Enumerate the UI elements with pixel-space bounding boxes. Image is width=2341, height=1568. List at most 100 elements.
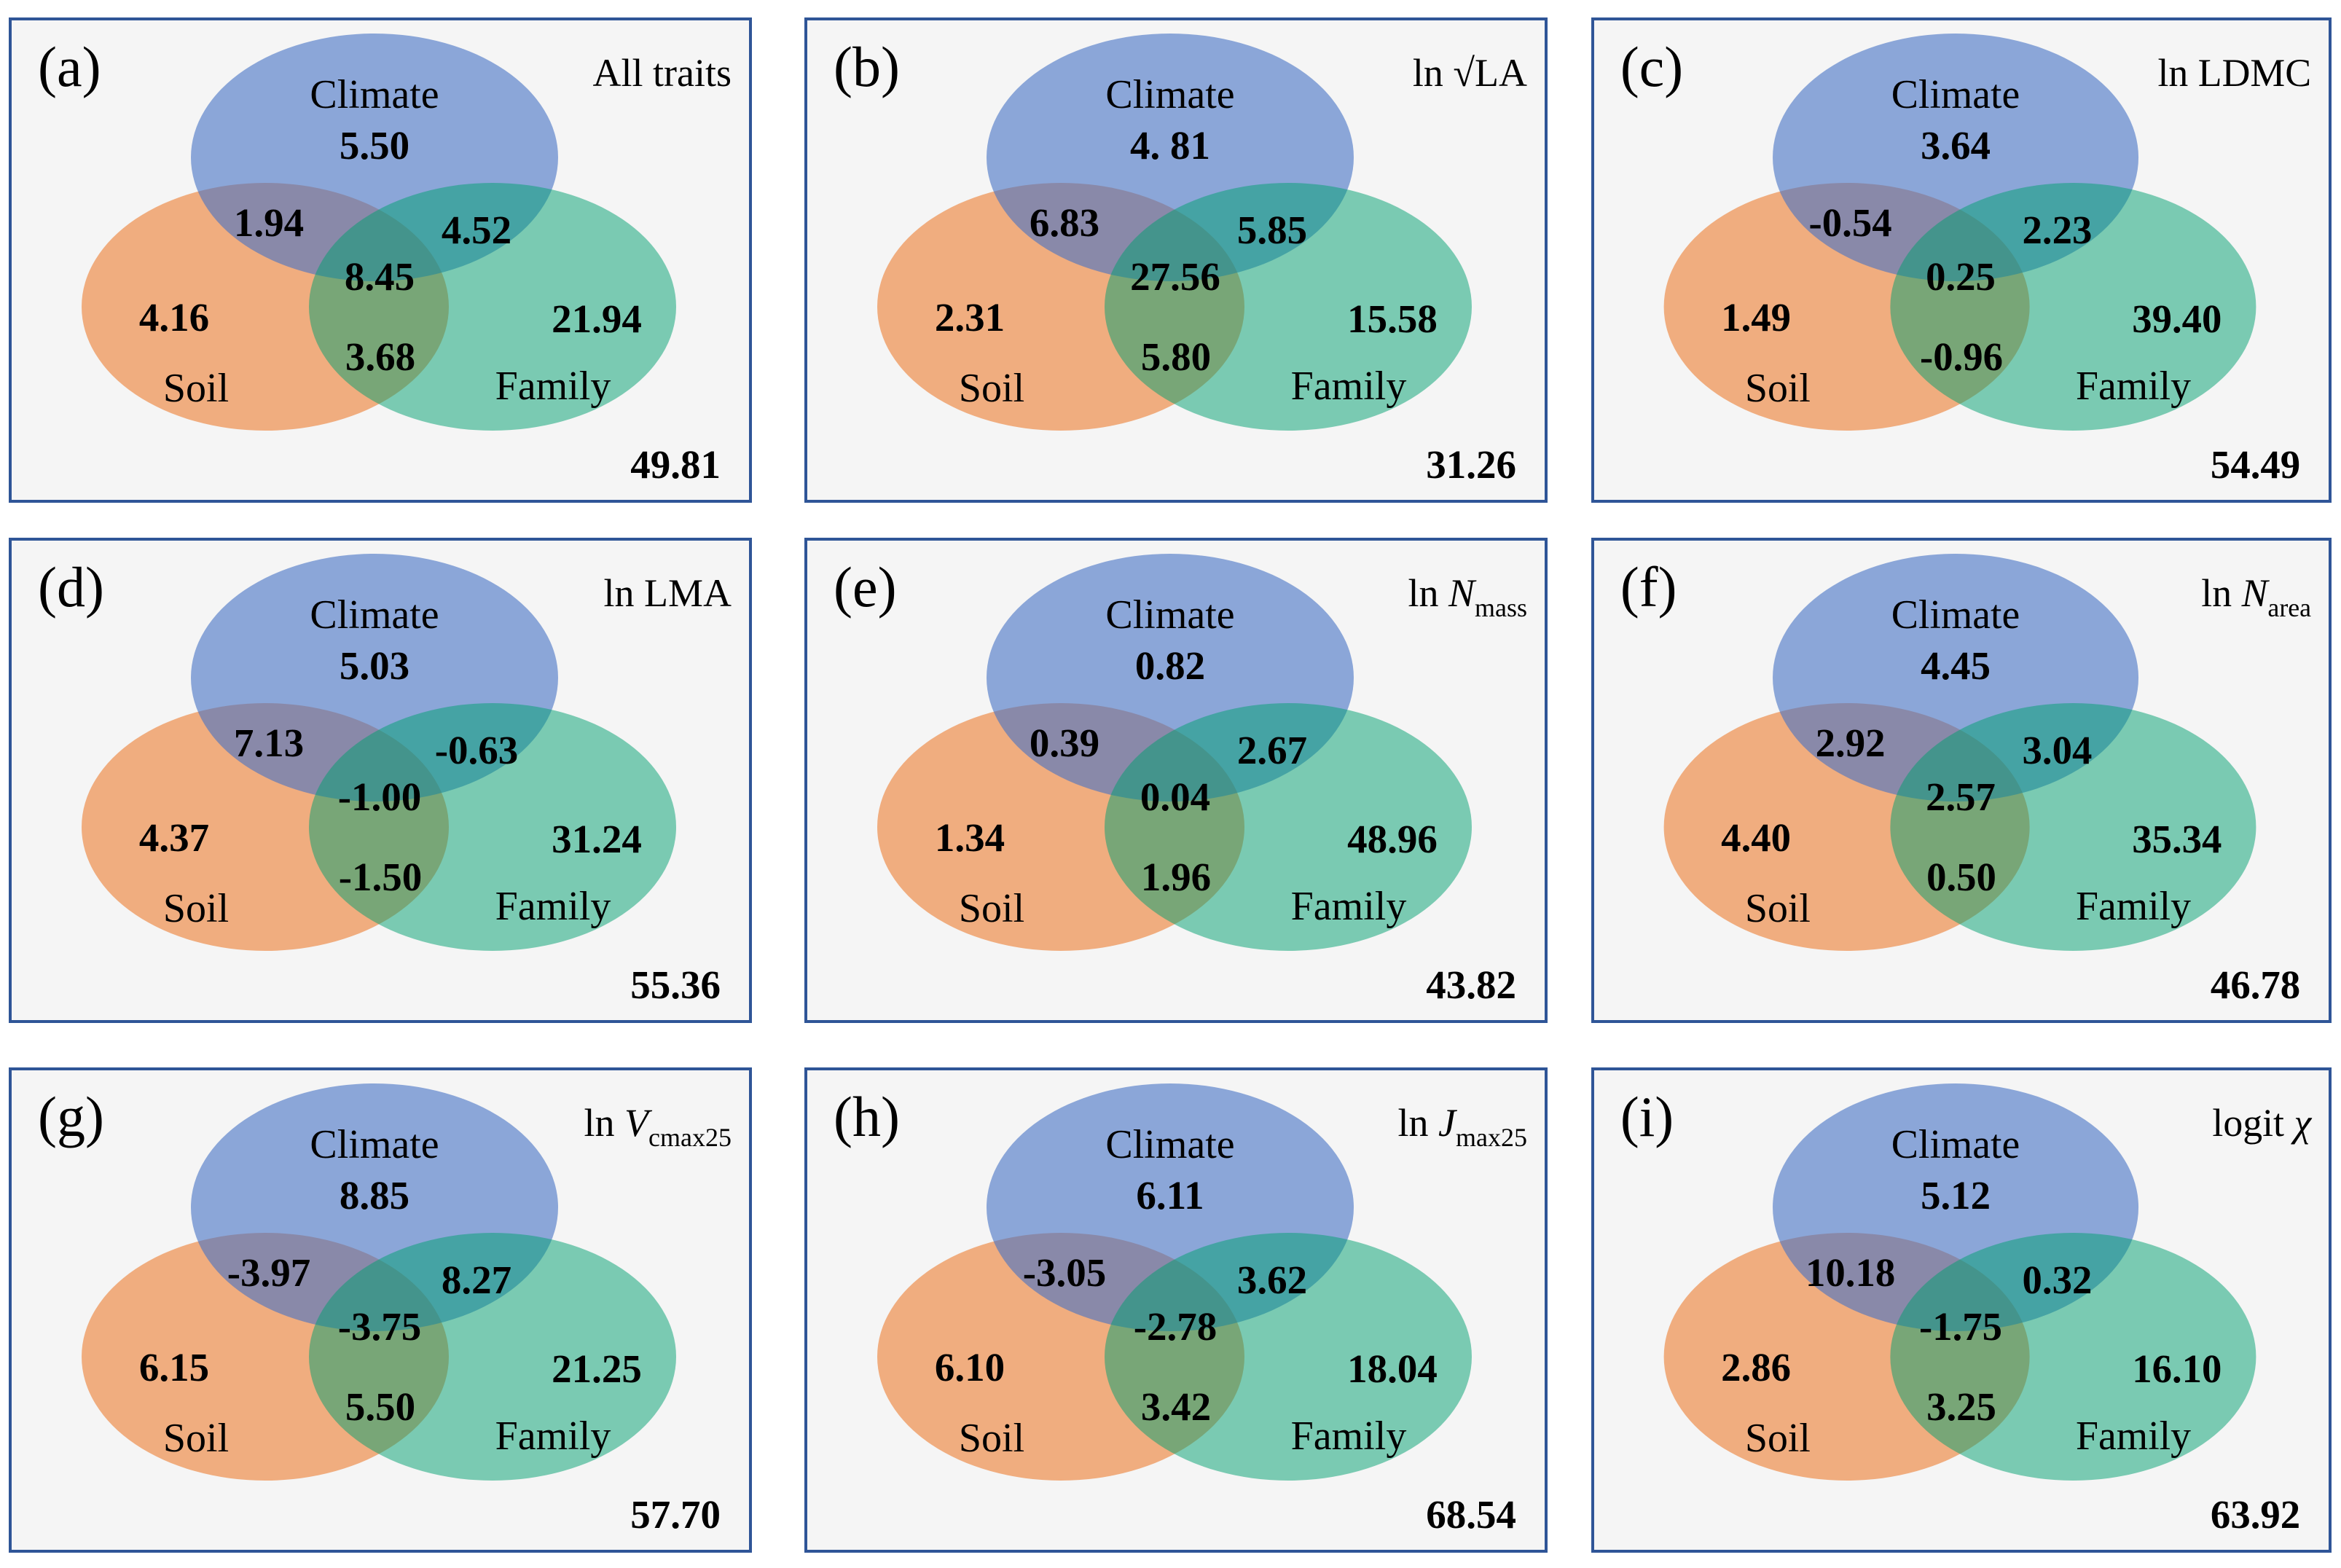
climate-family-value: 5.85: [1237, 208, 1307, 252]
residual-value: 46.78: [2211, 963, 2300, 1007]
venn-panel-b: (b) ln √LA Climate Soil Family 4. 81 6.83 5.85 2…: [804, 17, 1548, 503]
residual-value: 57.70: [630, 1492, 721, 1537]
climate-value: 8.85: [340, 1173, 409, 1218]
panel-title: All traits: [593, 51, 732, 95]
soil-label: Soil: [959, 886, 1024, 931]
shared-all-value: 0.04: [1140, 775, 1210, 819]
title-italic: J: [1438, 1101, 1458, 1145]
panel-title: logit χ: [2212, 1101, 2312, 1145]
panel-letter: (d): [38, 555, 104, 619]
panel-letter: (c): [1620, 36, 1683, 98]
climate-soil-value: 7.13: [234, 721, 304, 765]
soil-family-value: 5.50: [345, 1384, 415, 1429]
family-circle: [309, 703, 676, 951]
climate-value: 4.45: [1921, 643, 1991, 688]
shared-all-value: 2.57: [1926, 775, 1996, 819]
climate-label: Climate: [310, 1122, 439, 1167]
family-label: Family: [2076, 1414, 2191, 1459]
soil-family-value: -1.50: [339, 855, 423, 899]
panel-letter: (a): [38, 35, 101, 98]
family-value: 21.94: [552, 297, 642, 341]
soil-value: 2.86: [1721, 1345, 1791, 1389]
family-label: Family: [495, 884, 611, 929]
soil-family-value: 3.68: [345, 334, 415, 379]
family-label: Family: [495, 1414, 611, 1459]
climate-family-value: 3.62: [1237, 1258, 1307, 1302]
residual-value: 68.54: [1426, 1492, 1516, 1537]
panel-letter: (e): [834, 555, 897, 619]
title-subscript: cmax25: [648, 1123, 732, 1152]
climate-family-value: -0.63: [435, 728, 519, 772]
family-label: Family: [1291, 884, 1407, 929]
panel-title: ln Nmass: [1408, 571, 1527, 622]
climate-value: 5.50: [340, 123, 409, 168]
family-label: Family: [495, 364, 611, 409]
title-text: ln LMA: [604, 571, 732, 615]
shared-all-value: -1.75: [1919, 1304, 2002, 1349]
shared-all-value: 0.25: [1926, 254, 1996, 299]
residual-value: 63.92: [2211, 1492, 2300, 1537]
climate-label: Climate: [1105, 72, 1234, 117]
climate-value: 0.82: [1135, 643, 1205, 688]
residual-value: 54.49: [2211, 442, 2300, 487]
soil-family-value: 3.42: [1141, 1384, 1211, 1429]
climate-soil-value: -3.97: [227, 1250, 311, 1295]
panel-letter: (h): [834, 1085, 900, 1148]
soil-value: 4.16: [139, 295, 209, 340]
panel-title: ln √LA: [1413, 51, 1527, 95]
venn-panel-c: (c) ln LDMC Climate Soil Family 3.64 -0.54 2.23…: [1591, 17, 2332, 503]
family-value: 31.24: [552, 817, 642, 861]
climate-label: Climate: [310, 592, 439, 638]
title-text: ln √LA: [1413, 51, 1527, 95]
panel-letter: (g): [38, 1085, 104, 1148]
soil-label: Soil: [1745, 366, 1811, 411]
title-italic: V: [624, 1101, 653, 1145]
soil-label: Soil: [163, 886, 229, 931]
soil-value: 4.40: [1721, 815, 1791, 860]
family-circle: [1890, 183, 2256, 431]
panel-title: ln Narea: [2201, 571, 2311, 622]
soil-label: Soil: [163, 366, 229, 411]
climate-label: Climate: [1105, 592, 1234, 638]
family-circle: [309, 183, 676, 431]
venn-panel-i: (i) logit χ Climate Soil Family 5.12 10.18 0.32…: [1591, 1067, 2332, 1553]
family-circle: [1105, 1233, 1472, 1481]
climate-value: 6.11: [1136, 1173, 1204, 1218]
climate-label: Climate: [1891, 1122, 2020, 1167]
climate-label: Climate: [1891, 72, 2020, 117]
shared-all-value: -1.00: [338, 775, 422, 819]
title-text: logit: [2212, 1101, 2294, 1145]
residual-value: 43.82: [1426, 963, 1516, 1007]
venn-panel-a: (a) All traits Climate Soil Family 5.50 1.94 4.…: [9, 17, 752, 503]
panel-letter: (i): [1620, 1086, 1674, 1148]
residual-value: 31.26: [1426, 442, 1516, 487]
title-italic: N: [1448, 571, 1477, 615]
family-value: 39.40: [2132, 297, 2222, 341]
family-value: 16.10: [2132, 1346, 2222, 1391]
family-circle: [1890, 703, 2256, 951]
title-text: ln: [2201, 571, 2241, 615]
climate-value: 4. 81: [1130, 123, 1210, 168]
climate-label: Climate: [1891, 592, 2020, 638]
climate-value: 5.12: [1921, 1173, 1991, 1218]
panel-title: ln Jmax25: [1398, 1101, 1527, 1152]
climate-value: 3.64: [1921, 123, 1991, 168]
family-value: 21.25: [552, 1346, 642, 1391]
shared-all-value: -2.78: [1134, 1304, 1217, 1349]
soil-value: 4.37: [139, 815, 209, 860]
panel-letter: (f): [1620, 556, 1677, 619]
title-subscript: area: [2267, 593, 2311, 622]
family-label: Family: [1291, 1414, 1407, 1459]
soil-label: Soil: [1745, 1416, 1811, 1461]
soil-value: 6.15: [139, 1345, 209, 1389]
shared-all-value: 8.45: [345, 254, 415, 299]
family-value: 48.96: [1347, 817, 1438, 861]
family-value: 35.34: [2132, 817, 2222, 861]
title-text: ln LDMC: [2157, 51, 2311, 95]
climate-family-value: 4.52: [442, 208, 511, 252]
family-circle: [309, 1233, 676, 1481]
soil-family-value: -0.96: [1920, 334, 2003, 379]
soil-label: Soil: [959, 366, 1024, 411]
